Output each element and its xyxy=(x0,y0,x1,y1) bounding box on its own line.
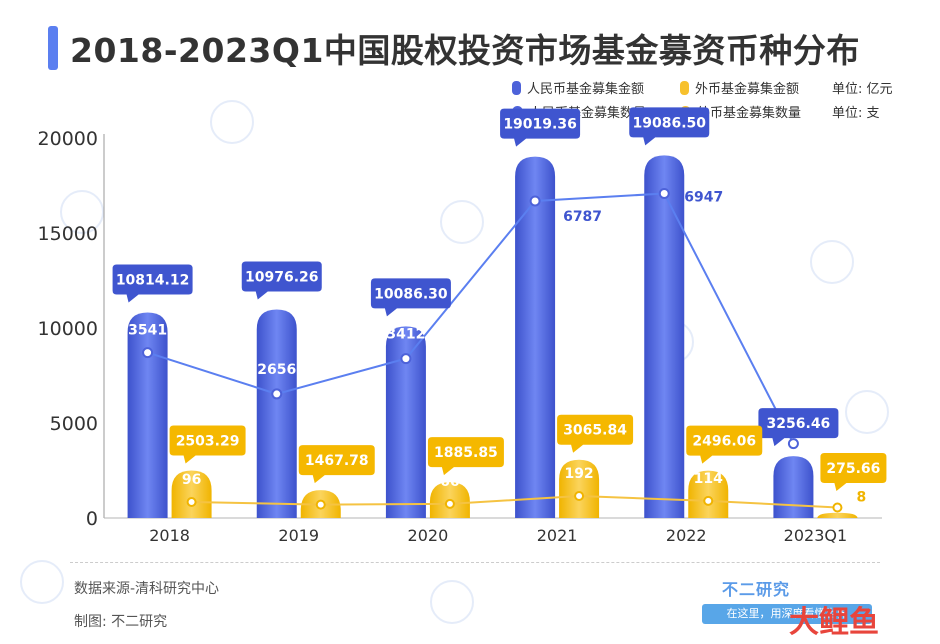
legend-item-fx-amount: 外币基金募集金额 xyxy=(680,78,799,97)
unit-label: 单位: 支 xyxy=(832,106,880,121)
footer-divider xyxy=(70,562,880,563)
y-tick-label: 0 xyxy=(86,508,98,530)
legend-label: 外币基金募集数量 xyxy=(697,106,802,121)
data-label-fx-amount: 275.66 xyxy=(826,461,880,477)
chart-title: 2018-2023Q1中国股权投资市场基金募资币种分布 xyxy=(70,31,860,70)
x-tick-label: 2020 xyxy=(408,526,449,545)
data-label-rmb-amount-bubble xyxy=(112,264,193,303)
logo-text: 大鲤鱼 xyxy=(789,605,879,640)
bar-swatch-icon xyxy=(680,80,689,95)
x-tick-label: 2018 xyxy=(149,526,190,545)
data-label-rmb-amount-bubble xyxy=(370,278,451,317)
y-tick-label: 15000 xyxy=(38,223,98,245)
watermark-icon xyxy=(440,200,484,244)
data-label-rmb-amount-bubble xyxy=(758,408,839,447)
data-label-rmb-count: 2656 xyxy=(257,362,296,378)
legend-amount-unit: 单位: 亿元 xyxy=(832,78,893,97)
watermark-icon xyxy=(210,100,254,144)
source-note: 数据来源-清科研究中心 xyxy=(74,581,220,597)
bar-fx-amount xyxy=(688,470,729,518)
line-rmb-count xyxy=(147,192,795,445)
data-label-rmb-count: 3541 xyxy=(128,323,167,339)
x-tick-label: 2021 xyxy=(537,526,578,545)
data-label-fx-amount: 2496.06 xyxy=(692,434,756,450)
point-rmb-count xyxy=(142,347,154,359)
point-rmb-count xyxy=(787,438,799,450)
data-label-fx-amount: 3065.84 xyxy=(563,423,627,439)
data-label-fx-amount-bubble xyxy=(686,425,763,464)
bar-rmb-amount xyxy=(644,155,685,518)
bar-rmb-amount xyxy=(385,326,426,518)
x-tick-label: 2019 xyxy=(278,526,319,545)
y-tick-label: 10000 xyxy=(38,318,98,340)
title-accent-bar xyxy=(48,26,58,70)
data-label-fx-amount-bubble xyxy=(427,437,504,476)
data-label-fx-amount: 1467.78 xyxy=(305,453,369,469)
y-tick-label: 20000 xyxy=(38,128,98,150)
data-label-fx-count: 114 xyxy=(694,471,723,487)
bar-fx-amount xyxy=(171,470,212,518)
watermark-icon xyxy=(430,580,474,624)
data-label-rmb-count: 6947 xyxy=(684,189,723,205)
data-label-fx-count: 66 xyxy=(440,474,459,490)
data-label-rmb-amount: 10086.30 xyxy=(374,286,448,302)
legend-label: 人民币基金募集金额 xyxy=(527,82,645,97)
data-label-rmb-amount: 19086.50 xyxy=(632,115,706,131)
legend-count-unit: 单位: 支 xyxy=(832,102,880,121)
point-rmb-count xyxy=(529,195,541,207)
data-label-fx-amount: 2503.29 xyxy=(176,433,240,449)
data-label-fx-amount-bubble xyxy=(820,453,887,491)
x-tick-label: 2023Q1 xyxy=(784,526,848,545)
legend-label: 外币基金募集金额 xyxy=(695,82,800,97)
data-label-rmb-amount: 19019.36 xyxy=(503,117,577,133)
data-label-rmb-count: 3412 xyxy=(386,327,425,343)
maker-note: 制图: 不二研究 xyxy=(74,614,168,630)
data-label-rmb-amount-bubble xyxy=(241,261,322,300)
data-label-fx-amount-bubble xyxy=(298,445,375,484)
data-label-rmb-amount-bubble xyxy=(500,108,581,147)
brand-name: 不二研究 xyxy=(722,580,791,599)
point-fx-count xyxy=(444,498,455,509)
watermark-icon xyxy=(810,240,854,284)
bar-rmb-amount xyxy=(515,156,556,519)
point-fx-count xyxy=(315,499,326,510)
data-label-fx-count: 8 xyxy=(857,490,867,506)
brand-logo-icon: 大鲤鱼 xyxy=(789,605,879,640)
point-rmb-count xyxy=(271,388,283,400)
bar-swatch-icon xyxy=(512,80,521,95)
data-label-rmb-amount-bubble xyxy=(629,107,710,146)
point-rmb-count xyxy=(400,353,412,365)
point-fx-count xyxy=(832,502,843,513)
bar-fx-amount xyxy=(559,459,600,518)
data-label-fx-amount-bubble xyxy=(169,425,246,464)
bar-rmb-amount xyxy=(256,309,297,518)
data-label-rmb-amount: 10814.12 xyxy=(116,273,190,289)
line-fx-count xyxy=(191,494,838,509)
data-label-fx-count: 192 xyxy=(564,466,593,482)
data-label-fx-count: 96 xyxy=(182,472,201,488)
brand-slogan: 在这里，用深度看懂世界 xyxy=(702,604,872,624)
y-tick-label: 5000 xyxy=(50,413,98,435)
bar-fx-amount xyxy=(817,512,858,518)
watermark-icon xyxy=(845,390,889,434)
x-tick-label: 2022 xyxy=(666,526,707,545)
data-label-rmb-amount: 3256.46 xyxy=(767,416,831,432)
data-label-rmb-count: 6787 xyxy=(563,209,602,225)
point-fx-count xyxy=(703,495,714,506)
bar-rmb-amount xyxy=(127,312,168,518)
point-fx-count xyxy=(574,491,585,501)
watermark-icon xyxy=(60,190,104,234)
point-fx-count xyxy=(186,497,197,507)
bar-rmb-amount xyxy=(773,456,814,518)
watermark-icon xyxy=(20,560,64,604)
legend-item-rmb-amount: 人民币基金募集金额 xyxy=(512,78,644,97)
data-label-rmb-amount: 10976.26 xyxy=(245,269,319,285)
data-label-fx-amount: 1885.85 xyxy=(434,445,498,461)
point-rmb-count xyxy=(658,187,670,199)
unit-label: 单位: 亿元 xyxy=(832,82,893,97)
data-label-fx-amount-bubble xyxy=(557,414,634,453)
